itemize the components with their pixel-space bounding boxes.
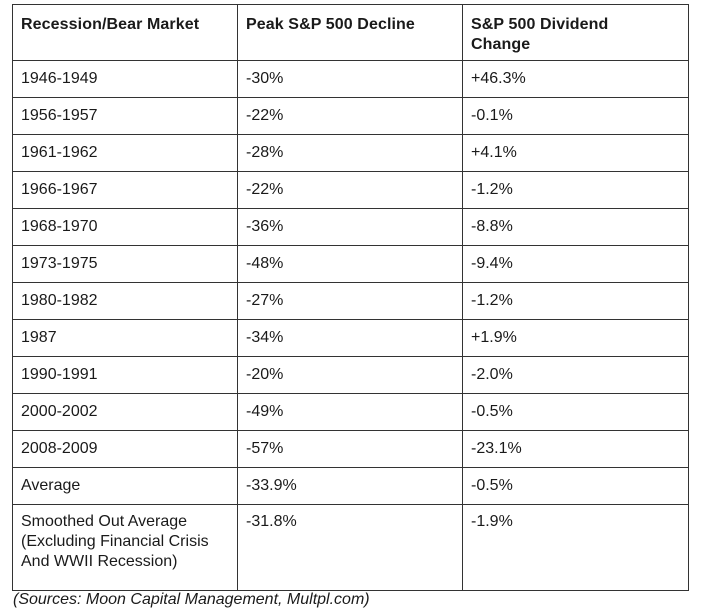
header-peak-decline: Peak S&P 500 Decline (237, 4, 463, 61)
table-row: 1990-1991 -20% -2.0% (12, 356, 689, 394)
cell-dividend-change: -1.2% (462, 282, 689, 320)
cell-period: 1956-1957 (12, 97, 238, 135)
cell-dividend-change: -23.1% (462, 430, 689, 468)
cell-peak-decline: -22% (237, 171, 463, 209)
cell-dividend-change: +1.9% (462, 319, 689, 357)
cell-dividend-change: +4.1% (462, 134, 689, 172)
cell-dividend-change: +46.3% (462, 60, 689, 98)
cell-peak-decline: -34% (237, 319, 463, 357)
cell-period: Smoothed Out Average (Excluding Financia… (12, 504, 238, 591)
cell-dividend-change: -8.8% (462, 208, 689, 246)
cell-dividend-change: -0.5% (462, 393, 689, 431)
table-body: 1946-1949 -30% +46.3% 1956-1957 -22% -0.1% 196… (12, 60, 689, 591)
recession-dividend-table: Recession/Bear Market Peak S&P 500 Decli… (12, 4, 689, 591)
sources-caption: (Sources: Moon Capital Management, Multp… (13, 591, 370, 608)
cell-peak-decline: -22% (237, 97, 463, 135)
cell-peak-decline: -30% (237, 60, 463, 98)
cell-period: Average (12, 467, 238, 505)
table-row: 1961-1962 -28% +4.1% (12, 134, 689, 172)
table-row: 1946-1949 -30% +46.3% (12, 60, 689, 98)
table-row: 2000-2002 -49% -0.5% (12, 393, 689, 431)
cell-peak-decline: -57% (237, 430, 463, 468)
table-header-row: Recession/Bear Market Peak S&P 500 Decli… (12, 4, 689, 61)
cell-period: 1990-1991 (12, 356, 238, 394)
table-row: 1980-1982 -27% -1.2% (12, 282, 689, 320)
header-recession: Recession/Bear Market (12, 4, 238, 61)
cell-peak-decline: -31.8% (237, 504, 463, 591)
cell-peak-decline: -28% (237, 134, 463, 172)
cell-dividend-change: -1.2% (462, 171, 689, 209)
cell-peak-decline: -20% (237, 356, 463, 394)
cell-peak-decline: -48% (237, 245, 463, 283)
table-row: 1968-1970 -36% -8.8% (12, 208, 689, 246)
cell-peak-decline: -36% (237, 208, 463, 246)
table-row: 2008-2009 -57% -23.1% (12, 430, 689, 468)
cell-dividend-change: -1.9% (462, 504, 689, 591)
cell-peak-decline: -27% (237, 282, 463, 320)
cell-period: 1961-1962 (12, 134, 238, 172)
cell-dividend-change: -0.5% (462, 467, 689, 505)
cell-period: 1987 (12, 319, 238, 357)
cell-dividend-change: -9.4% (462, 245, 689, 283)
cell-period: 1973-1975 (12, 245, 238, 283)
table-row: 1987 -34% +1.9% (12, 319, 689, 357)
table-row: Average -33.9% -0.5% (12, 467, 689, 505)
table-row: 1966-1967 -22% -1.2% (12, 171, 689, 209)
cell-peak-decline: -49% (237, 393, 463, 431)
cell-period: 1968-1970 (12, 208, 238, 246)
cell-dividend-change: -2.0% (462, 356, 689, 394)
cell-dividend-change: -0.1% (462, 97, 689, 135)
header-dividend-change: S&P 500 Dividend Change (462, 4, 689, 61)
table-row: 1973-1975 -48% -9.4% (12, 245, 689, 283)
cell-period: 1966-1967 (12, 171, 238, 209)
cell-period: 2008-2009 (12, 430, 238, 468)
cell-period: 1946-1949 (12, 60, 238, 98)
table-row: Smoothed Out Average (Excluding Financia… (12, 504, 689, 591)
cell-peak-decline: -33.9% (237, 467, 463, 505)
table-row: 1956-1957 -22% -0.1% (12, 97, 689, 135)
cell-period: 2000-2002 (12, 393, 238, 431)
cell-period: 1980-1982 (12, 282, 238, 320)
